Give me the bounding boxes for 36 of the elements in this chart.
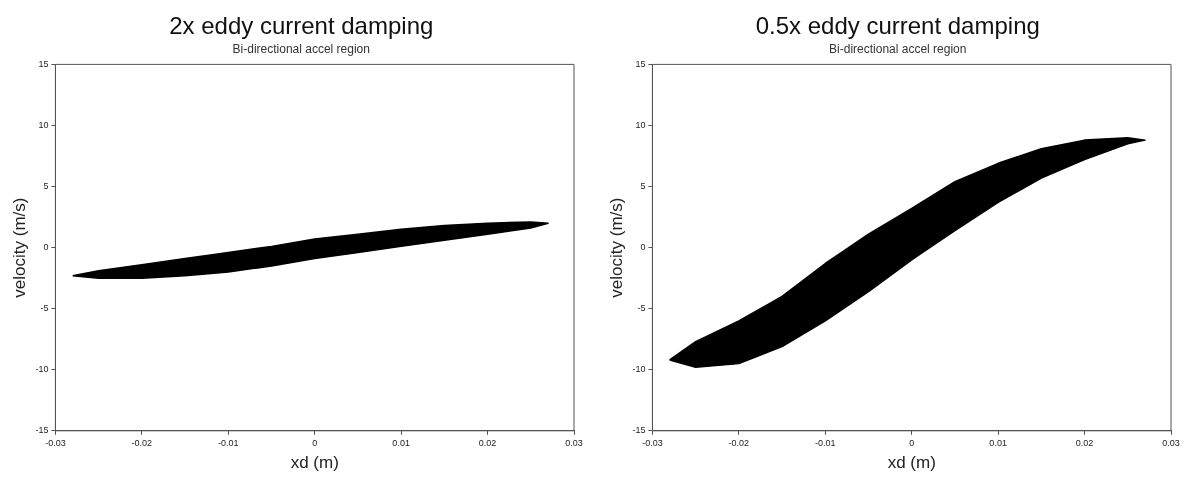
- x-tick-label: 0.02: [1075, 437, 1093, 448]
- y-tick-label: -5: [40, 303, 49, 314]
- y-tick-label: -15: [35, 425, 49, 436]
- chart-title: 2x eddy current damping: [168, 12, 435, 40]
- x-tick-label: 0: [312, 437, 318, 448]
- chart-title: 0.5x eddy current damping: [754, 12, 1041, 40]
- y-axis-title: velocity (m/s): [9, 197, 29, 298]
- x-tick-label: -0.01: [218, 437, 239, 448]
- x-tick-label: -0.01: [814, 437, 836, 448]
- y-tick-label: 10: [38, 119, 49, 130]
- chart-subtitle: Bi-directional accel region: [828, 42, 968, 56]
- y-tick-label: 15: [38, 58, 49, 69]
- x-tick-label: 0: [908, 437, 914, 448]
- y-tick-label: -15: [631, 425, 645, 436]
- x-tick-label: -0.02: [728, 437, 749, 448]
- x-tick-label: -0.02: [131, 437, 153, 448]
- x-tick-label: -0.03: [641, 437, 663, 448]
- x-tick-label: 0.02: [478, 437, 497, 448]
- x-axis-title: xd (m): [887, 453, 936, 473]
- x-tick-label: 0.03: [565, 437, 583, 448]
- x-tick-label: 0.03: [1161, 437, 1180, 448]
- y-axis-title: velocity (m/s): [606, 197, 626, 298]
- x-tick-label: 0.01: [392, 437, 410, 448]
- x-axis-title: xd (m): [290, 453, 339, 473]
- y-tick-label: -5: [636, 303, 645, 314]
- y-tick-label: 10: [634, 119, 645, 130]
- y-tick-label: 5: [43, 181, 49, 192]
- y-tick-label: 0: [639, 242, 645, 253]
- y-tick-label: -10: [35, 364, 49, 375]
- y-tick-label: -10: [631, 364, 645, 375]
- chart-subtitle: Bi-directional accel region: [231, 42, 371, 56]
- y-tick-label: 15: [634, 58, 645, 69]
- y-tick-label: 5: [639, 181, 645, 192]
- x-tick-label: 0.01: [988, 437, 1007, 448]
- y-tick-label: 0: [43, 242, 49, 253]
- x-tick-label: -0.03: [45, 437, 66, 448]
